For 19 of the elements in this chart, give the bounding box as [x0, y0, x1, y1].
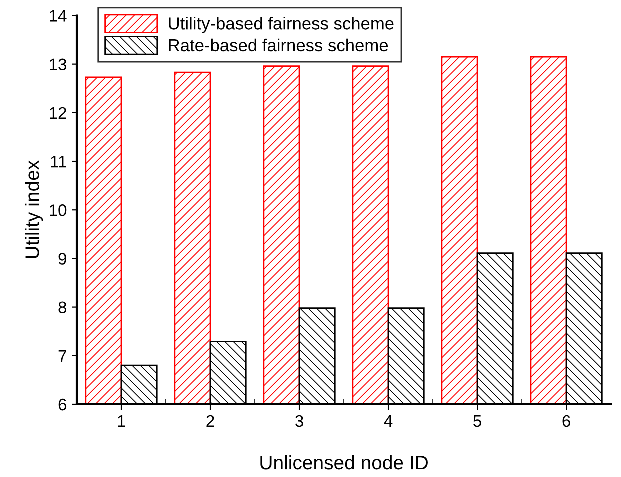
- legend-label: Rate-based fairness scheme: [169, 38, 388, 52]
- legend-label: Utility-based fairness scheme: [169, 17, 394, 34]
- y-tick-label: 14: [50, 10, 67, 22]
- x-tick-label: 5: [474, 416, 482, 428]
- y-tick-label: 12: [50, 107, 66, 119]
- x-axis-title: Unlicensed node ID: [260, 455, 428, 470]
- x-tick-label: 2: [206, 415, 214, 427]
- y-axis-title: Utility index: [25, 160, 44, 258]
- x-tick-label: 1: [118, 416, 126, 427]
- x-tick-label: 6: [562, 415, 570, 428]
- y-tick-label: 9: [58, 253, 66, 265]
- y-tick-label: 11: [51, 156, 66, 168]
- x-tick-label: 4: [384, 416, 393, 427]
- y-tick-label: 8: [58, 302, 67, 314]
- x-tick-label: 3: [296, 415, 304, 428]
- y-tick-label: 6: [58, 398, 67, 411]
- y-tick-label: 7: [58, 350, 66, 362]
- y-tick-label: 10: [50, 204, 67, 216]
- y-tick-label: 13: [50, 58, 67, 71]
